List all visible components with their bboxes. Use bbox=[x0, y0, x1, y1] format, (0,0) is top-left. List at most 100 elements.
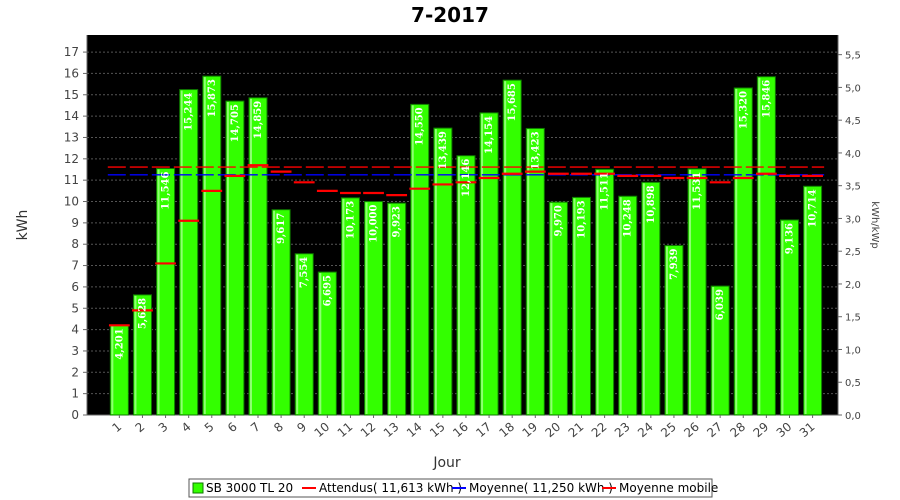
x-tick-label: 12 bbox=[358, 420, 379, 441]
x-tick-label: 21 bbox=[566, 420, 587, 441]
x-tick-label: 10 bbox=[312, 420, 333, 441]
y-tick-label: 12 bbox=[64, 152, 79, 166]
data-label: 7,554 bbox=[299, 257, 310, 288]
x-tick-label: 19 bbox=[520, 420, 541, 441]
bar-highlight bbox=[157, 169, 160, 414]
x-tick-label: 8 bbox=[271, 420, 286, 436]
y-tick-label: 16 bbox=[64, 66, 79, 80]
chart-title: 7-2017 bbox=[411, 3, 489, 27]
bar-highlight bbox=[550, 203, 553, 414]
data-label: 9,617 bbox=[276, 213, 287, 244]
bar-highlight bbox=[388, 204, 391, 414]
legend-box bbox=[188, 478, 713, 498]
bar-highlight bbox=[504, 81, 507, 415]
y2-tick-label: 4,0 bbox=[845, 149, 861, 160]
y2-tick-label: 5,0 bbox=[845, 83, 861, 94]
y-tick-label: 14 bbox=[64, 109, 79, 123]
legend-swatch bbox=[192, 482, 204, 494]
x-tick-label: 14 bbox=[404, 420, 425, 441]
y-tick-label: 6 bbox=[71, 280, 79, 294]
y2-axis-ticks: 0,0 0,5 1,0 1,5 2,0 2,5 3,0 3,5 4,0 4,5 5,0 5,5 bbox=[838, 51, 861, 422]
x-tick-label: 4 bbox=[179, 420, 194, 436]
bar-highlight bbox=[296, 254, 299, 414]
data-label: 9,136 bbox=[784, 223, 795, 254]
y2-tick-label: 5,5 bbox=[845, 51, 861, 62]
data-label: 14,859 bbox=[253, 101, 264, 139]
data-label: 5,628 bbox=[137, 298, 148, 329]
y2-axis-label: kWh/kWp bbox=[869, 201, 880, 248]
y2-tick-label: 0,5 bbox=[845, 378, 861, 389]
y2-tick-label: 2,5 bbox=[845, 247, 861, 258]
bar-highlight bbox=[111, 326, 114, 414]
x-tick-label: 15 bbox=[427, 420, 448, 441]
bar-highlight bbox=[573, 198, 576, 414]
data-label: 9,923 bbox=[392, 206, 403, 237]
x-tick-label: 25 bbox=[658, 420, 679, 441]
data-label: 11,511 bbox=[600, 172, 611, 210]
bar-highlight bbox=[411, 105, 414, 414]
x-tick-label: 27 bbox=[704, 420, 725, 441]
x-tick-label: 1 bbox=[109, 420, 124, 436]
y2-tick-label: 0,0 bbox=[845, 411, 861, 422]
data-label: 10,193 bbox=[577, 200, 588, 238]
y-tick-label: 17 bbox=[64, 45, 79, 59]
data-label: 12,146 bbox=[461, 159, 472, 197]
data-label: 15,244 bbox=[184, 93, 195, 131]
x-tick-label: 18 bbox=[496, 420, 517, 441]
x-tick-label: 20 bbox=[543, 420, 564, 441]
x-tick-label: 16 bbox=[450, 420, 471, 441]
x-tick-label: 31 bbox=[797, 420, 818, 441]
data-label: 11,546 bbox=[161, 171, 172, 209]
data-label: 6,695 bbox=[322, 275, 333, 306]
y-tick-label: 7 bbox=[71, 259, 79, 273]
data-label: 7,939 bbox=[669, 248, 680, 279]
bar-highlight bbox=[735, 88, 738, 414]
x-tick-label: 29 bbox=[751, 420, 772, 441]
bar-highlight bbox=[273, 210, 276, 414]
x-tick-label: 17 bbox=[473, 420, 494, 441]
y-tick-label: 1 bbox=[71, 387, 79, 401]
x-tick-label: 30 bbox=[774, 420, 795, 441]
data-label: 9,970 bbox=[553, 205, 564, 236]
y-tick-label: 2 bbox=[71, 365, 79, 379]
data-label: 14,705 bbox=[230, 104, 241, 142]
bar-highlight bbox=[781, 220, 784, 414]
legend: SB 3000 TL 20 Attendus( 11,613 kWh ) Moyen… bbox=[188, 478, 718, 498]
data-labels: 4,201 5,628 11,546 15,244 15,873 14,705 14,859… bbox=[114, 79, 818, 360]
x-tick-label: 28 bbox=[727, 420, 748, 441]
bar-highlight bbox=[319, 273, 322, 414]
x-tick-label: 11 bbox=[335, 420, 356, 441]
bar-highlight bbox=[596, 170, 599, 414]
moving-average bbox=[108, 164, 823, 327]
x-tick-label: 2 bbox=[133, 420, 148, 436]
bar-highlight bbox=[481, 113, 484, 415]
y-tick-label: 5 bbox=[71, 301, 79, 315]
y-tick-label: 8 bbox=[71, 237, 79, 251]
bar-highlight bbox=[342, 198, 345, 414]
x-axis-label: Jour bbox=[432, 455, 461, 471]
legend-label: SB 3000 TL 20 bbox=[206, 481, 293, 495]
data-label: 13,423 bbox=[530, 131, 541, 169]
y2-tick-label: 3,0 bbox=[845, 214, 861, 225]
bar-highlight bbox=[619, 197, 622, 414]
bars bbox=[109, 75, 823, 416]
y2-tick-label: 1,0 bbox=[845, 345, 861, 356]
bar-highlight bbox=[365, 202, 368, 414]
bar-highlight bbox=[203, 77, 206, 415]
data-label: 11,531 bbox=[692, 172, 703, 210]
data-label: 4,201 bbox=[114, 328, 125, 359]
y-tick-label: 11 bbox=[64, 173, 79, 187]
bar-highlight bbox=[665, 246, 668, 414]
x-tick-label: 13 bbox=[381, 420, 402, 441]
legend-label: Moyenne mobile bbox=[619, 481, 718, 495]
data-label: 14,154 bbox=[484, 116, 495, 154]
bar-highlight bbox=[434, 129, 437, 414]
x-tick-label: 7 bbox=[248, 420, 263, 436]
legend-label: Moyenne( 11,250 kWh ) bbox=[469, 481, 613, 495]
y-tick-label: 0 bbox=[71, 408, 79, 422]
legend-label: Attendus( 11,613 kWh ) bbox=[319, 481, 462, 495]
data-label: 15,873 bbox=[207, 79, 218, 117]
bar-highlight bbox=[642, 183, 645, 414]
